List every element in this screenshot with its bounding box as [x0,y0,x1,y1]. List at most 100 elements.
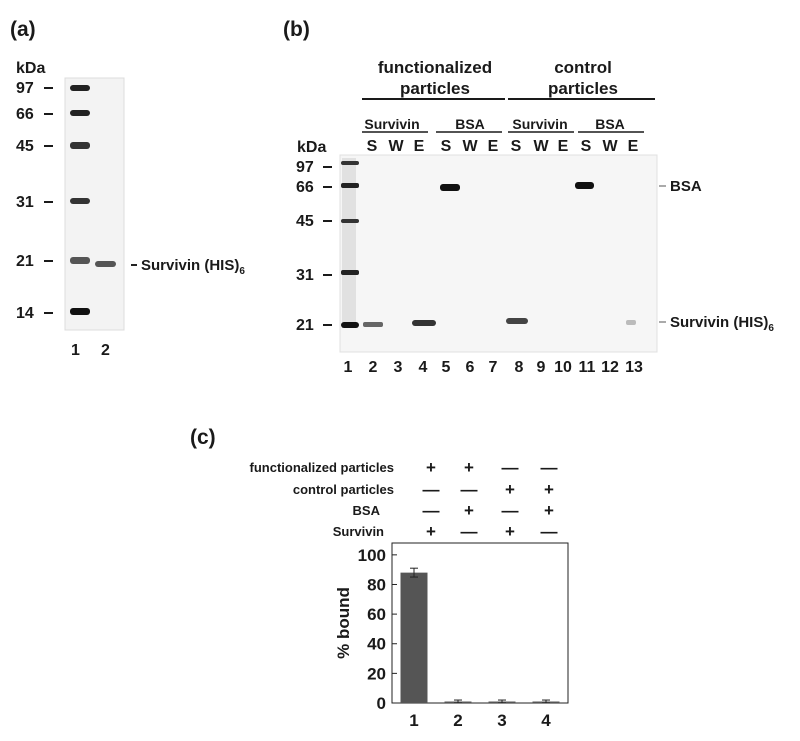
plot-frame [391,542,569,704]
gel-a-lane-label: 2 [101,342,110,359]
gel-a-marker-label: 31 [16,194,34,211]
fraction-label: E [488,138,499,155]
condition-sign: — [541,522,558,541]
gel-b-marker-label: 66 [296,179,314,196]
group-functionalized-line2: particles [400,79,470,98]
subgroup-label: BSA [455,116,485,132]
condition-sign: — [423,501,440,520]
gel-b-lane-label: 10 [554,359,572,376]
condition-sign: — [502,501,519,520]
condition-sign: + [426,522,436,541]
gel-a-marker-label: 14 [16,305,34,322]
fraction-label: S [367,138,378,155]
gel-b-band [341,322,359,328]
fraction-label: E [414,138,425,155]
gel-b-marker-label: 21 [296,317,314,334]
gel-b-lane-label: 7 [489,359,498,376]
panel-b: (b) functionalized particles control par… [283,18,774,376]
bar [400,572,428,703]
gel-b-marker-label: 97 [296,159,314,176]
panel-c-label: (c) [190,426,216,449]
subgroup-label: Survivin [364,116,419,132]
panel-c: (c) functionalized particles + + — — control … [190,426,569,730]
gel-a-band [70,198,90,204]
y-axis-label: % bound [334,587,353,659]
panel-b-label: (b) [283,18,310,41]
condition-sign: — [502,458,519,477]
condition-sign: + [505,480,515,499]
condition-sign: + [464,458,474,477]
gel-a-band [70,257,90,264]
group-control-line1: control [554,58,612,77]
gel-a-markers: 97 66 45 31 21 14 [16,80,53,322]
fraction-label: S [441,138,452,155]
condition-sign: — [461,480,478,499]
condition-sign: + [505,522,515,541]
gel-b-lane-label: 3 [394,359,403,376]
gel-b-band [341,219,359,223]
y-tick-label: 0 [377,694,386,713]
y-tick-label: 60 [367,605,386,624]
gel-b-band [412,320,436,326]
x-tick-label: 3 [497,711,506,730]
panel-a: (a) kDa 97 66 45 31 21 14 Survivin (HIS)6 1 2 [10,18,245,359]
gel-b-lane-label: 5 [442,359,451,376]
gel-a-marker-label: 21 [16,253,34,270]
gel-b [339,154,658,353]
gel-b-band [440,184,460,191]
condition-sign: — [461,522,478,541]
condition-sign: + [544,480,554,499]
x-tick-label: 1 [409,711,418,730]
y-tick-label: 20 [367,664,386,683]
gel-b-markers: 97 66 45 31 21 [296,159,332,334]
panel-a-kda-label: kDa [16,60,45,77]
gel-b-lane-label: 12 [601,359,619,376]
gel-b-band [341,161,359,165]
fraction-label: W [533,138,549,155]
condition-label: Survivin [333,524,384,539]
y-tick-label: 40 [367,635,386,654]
y-tick-label: 80 [367,575,386,594]
fraction-label: S [581,138,592,155]
condition-sign: — [541,458,558,477]
panel-a-label: (a) [10,18,36,41]
y-tick-label: 100 [358,546,386,565]
fraction-label: W [388,138,404,155]
gel-b-lane-label: 9 [537,359,546,376]
gel-b-lane-label: 2 [369,359,378,376]
gel-b-lane-labels: 1 2 3 4 5 6 7 8 9 10 11 12 13 [344,359,643,376]
gel-b-bsa-annotation: BSA [670,178,702,195]
gel-a-marker-label: 66 [16,106,34,123]
gel-b-band [341,270,359,275]
gel-b-band [626,320,636,325]
gel-b-band [341,183,359,188]
gel-b-lane-label: 4 [419,359,428,376]
gel-a-band [70,110,90,116]
group-functionalized-line1: functionalized [378,58,492,77]
gel-a-band [70,142,90,149]
x-tick-label: 4 [541,711,551,730]
gel-a-marker-label: 97 [16,80,34,97]
condition-label: functionalized particles [250,460,394,475]
condition-sign: + [464,501,474,520]
group-control-line2: particles [548,79,618,98]
gel-b-band [363,322,383,327]
gel-b-survivin-annotation: Survivin (HIS)6 [670,314,774,334]
condition-table: functionalized particles + + — — control part… [250,458,558,541]
fraction-label: W [462,138,478,155]
gel-b-ladder-smear [342,158,356,328]
gel-a-band [70,85,90,91]
condition-sign: — [423,480,440,499]
gel-a-survivin-annotation: Survivin (HIS)6 [141,257,245,277]
panel-b-kda-label: kDa [297,139,326,156]
gel-b-lane-label: 6 [466,359,475,376]
condition-sign: + [544,501,554,520]
gel-b-lane-label: 13 [625,359,643,376]
gel-a-marker-label: 45 [16,138,34,155]
gel-b-marker-label: 31 [296,267,314,284]
gel-a-lane-label: 1 [71,342,80,359]
bound-bar-chart: 0 20 40 60 80 100 % bound 1 2 3 4 [334,542,569,730]
condition-label: control particles [293,482,394,497]
